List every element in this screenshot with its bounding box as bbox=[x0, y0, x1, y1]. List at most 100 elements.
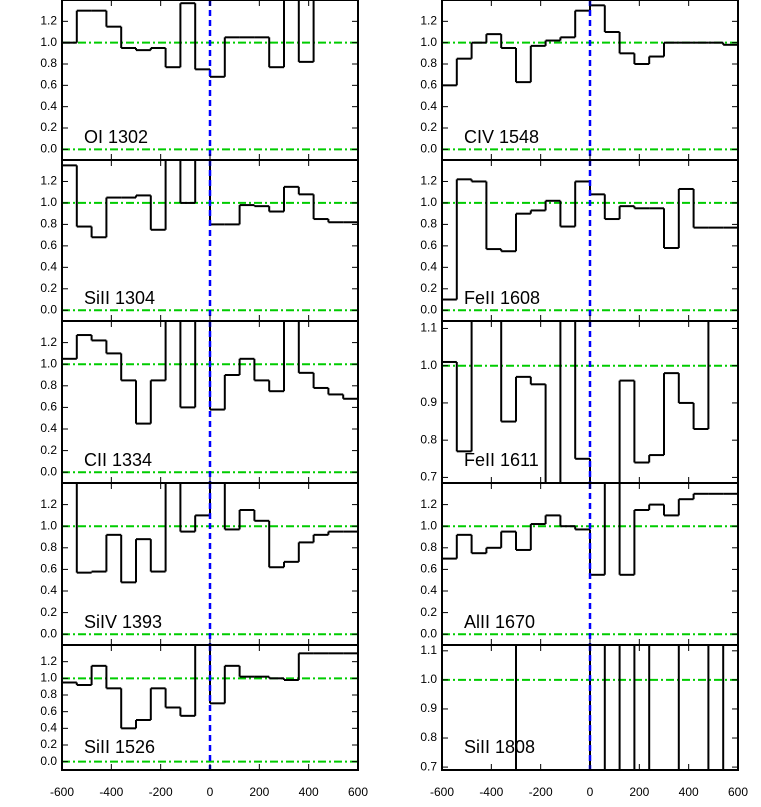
x-tick-label: -200 bbox=[529, 785, 553, 799]
x-tick-label: 400 bbox=[299, 785, 319, 799]
y-tick-label: 1.0 bbox=[420, 358, 437, 372]
line-label: FeII 1611 bbox=[464, 450, 539, 470]
y-tick-label: 1.2 bbox=[420, 497, 437, 511]
y-tick-label: 0.6 bbox=[40, 400, 57, 414]
y-tick-label: 0.9 bbox=[420, 701, 437, 715]
y-tick-label: 1.0 bbox=[420, 518, 437, 532]
y-tick-label: 1.0 bbox=[420, 35, 437, 49]
y-tick-label: 0.7 bbox=[420, 759, 437, 773]
line-label: SiIV 1393 bbox=[84, 612, 162, 632]
x-tick-label: 400 bbox=[679, 785, 699, 799]
y-tick-label: 0.2 bbox=[40, 737, 57, 751]
y-tick-label: 1.2 bbox=[420, 14, 437, 28]
panel bbox=[62, 645, 358, 770]
y-tick-label: 0.6 bbox=[420, 238, 437, 252]
y-tick-label: 0.4 bbox=[40, 99, 57, 113]
y-tick-label: 0.2 bbox=[40, 120, 57, 134]
y-tick-label: 0.4 bbox=[420, 583, 437, 597]
y-tick-label: 1.0 bbox=[40, 195, 57, 209]
y-tick-label: 0.8 bbox=[40, 56, 57, 70]
panel bbox=[442, 483, 738, 645]
y-tick-label: 1.2 bbox=[40, 654, 57, 668]
line-label: CII 1334 bbox=[84, 450, 152, 470]
y-tick-label: 0.8 bbox=[40, 540, 57, 554]
y-tick-label: 1.2 bbox=[40, 14, 57, 28]
y-tick-label: 0.8 bbox=[420, 56, 437, 70]
y-tick-label: 1.1 bbox=[420, 643, 437, 657]
y-tick-label: 0.2 bbox=[40, 281, 57, 295]
y-tick-label: 0.2 bbox=[40, 605, 57, 619]
y-tick-label: 0.0 bbox=[420, 626, 437, 640]
line-label: SiII 1304 bbox=[84, 288, 155, 308]
y-tick-label: 0.2 bbox=[420, 605, 437, 619]
x-tick-label: 0 bbox=[207, 785, 214, 799]
panel bbox=[62, 483, 358, 645]
y-tick-label: 1.0 bbox=[420, 672, 437, 686]
y-tick-label: 1.0 bbox=[40, 35, 57, 49]
x-tick-label: 600 bbox=[348, 785, 368, 799]
y-tick-label: 0.0 bbox=[420, 142, 437, 156]
y-tick-label: 0.6 bbox=[40, 238, 57, 252]
y-tick-label: 0.8 bbox=[40, 378, 57, 392]
y-tick-label: 0.4 bbox=[40, 260, 57, 274]
y-tick-label: 0.8 bbox=[40, 217, 57, 231]
y-tick-label: 0.4 bbox=[40, 421, 57, 435]
y-tick-label: 0.8 bbox=[420, 432, 437, 446]
panel bbox=[62, 321, 358, 483]
y-tick-label: 1.2 bbox=[40, 174, 57, 188]
y-tick-label: 0.4 bbox=[40, 583, 57, 597]
x-tick-label: 600 bbox=[728, 785, 748, 799]
y-tick-label: 0.8 bbox=[40, 687, 57, 701]
y-tick-label: 0.7 bbox=[420, 470, 437, 484]
y-tick-label: 0.8 bbox=[420, 730, 437, 744]
y-tick-label: 0.4 bbox=[420, 99, 437, 113]
x-tick-label: -400 bbox=[479, 785, 503, 799]
y-tick-label: 0.6 bbox=[40, 562, 57, 576]
panel bbox=[62, 0, 358, 160]
y-tick-label: 0.6 bbox=[40, 704, 57, 718]
y-tick-label: 0.0 bbox=[40, 626, 57, 640]
line-label: CIV 1548 bbox=[464, 127, 539, 147]
x-tick-label: 200 bbox=[629, 785, 649, 799]
y-tick-label: 0.6 bbox=[420, 562, 437, 576]
x-tick-label: 0 bbox=[587, 785, 594, 799]
y-tick-label: 0.2 bbox=[420, 281, 437, 295]
y-tick-label: 1.1 bbox=[420, 321, 437, 335]
line-label: OI 1302 bbox=[84, 127, 148, 147]
line-label: AlII 1670 bbox=[464, 612, 535, 632]
y-tick-label: 1.0 bbox=[40, 356, 57, 370]
y-tick-label: 0.0 bbox=[40, 754, 57, 768]
y-tick-label: 0.8 bbox=[420, 217, 437, 231]
y-tick-label: 0.0 bbox=[40, 142, 57, 156]
panel bbox=[442, 0, 738, 160]
y-tick-label: 0.4 bbox=[420, 260, 437, 274]
y-tick-label: 1.2 bbox=[40, 497, 57, 511]
y-tick-label: 1.0 bbox=[40, 518, 57, 532]
y-tick-label: 0.2 bbox=[40, 443, 57, 457]
line-label: FeII 1608 bbox=[464, 288, 540, 308]
y-tick-label: 0.0 bbox=[40, 464, 57, 478]
y-tick-label: 0.0 bbox=[40, 302, 57, 316]
y-tick-label: 0.8 bbox=[420, 540, 437, 554]
y-tick-label: 0.0 bbox=[420, 302, 437, 316]
y-tick-label: 1.2 bbox=[420, 174, 437, 188]
y-tick-label: 0.6 bbox=[420, 78, 437, 92]
x-tick-label: -600 bbox=[430, 785, 454, 799]
x-tick-label: -400 bbox=[99, 785, 123, 799]
y-tick-label: 1.2 bbox=[40, 335, 57, 349]
panel bbox=[442, 160, 738, 321]
x-tick-label: 200 bbox=[249, 785, 269, 799]
y-tick-label: 0.2 bbox=[420, 120, 437, 134]
y-tick-label: 0.9 bbox=[420, 395, 437, 409]
y-tick-label: 0.6 bbox=[40, 78, 57, 92]
x-tick-label: -200 bbox=[149, 785, 173, 799]
panel bbox=[442, 321, 738, 483]
line-label: SiII 1526 bbox=[84, 737, 155, 757]
y-tick-label: 1.0 bbox=[40, 671, 57, 685]
x-tick-label: -600 bbox=[50, 785, 74, 799]
line-label: SiII 1808 bbox=[464, 737, 535, 757]
y-tick-label: 1.0 bbox=[420, 195, 437, 209]
panel bbox=[442, 645, 738, 770]
y-tick-label: 0.4 bbox=[40, 721, 57, 735]
